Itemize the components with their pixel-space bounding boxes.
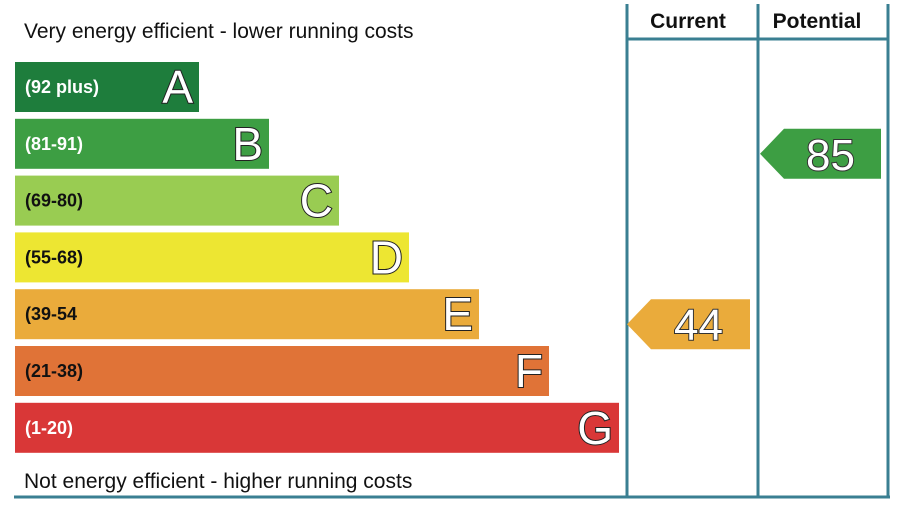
potential-rating-arrow — [760, 128, 881, 179]
potential-column-header: Potential — [773, 10, 862, 33]
band-f-range: (21-38) — [25, 361, 83, 381]
band-c-range: (69-80) — [25, 191, 83, 211]
band-d-bar — [15, 232, 409, 283]
current-column-header: Current — [650, 10, 726, 33]
band-d-letter: D — [370, 231, 403, 283]
band-b-bar — [15, 118, 269, 169]
top-caption: Very energy efficient - lower running co… — [24, 20, 413, 43]
band-e-range: (39-54 — [25, 304, 77, 324]
bottom-caption: Not energy efficient - higher running co… — [24, 470, 412, 493]
band-e-letter: E — [442, 288, 473, 340]
band-e-bar — [15, 289, 479, 340]
band-a-letter: A — [162, 61, 193, 113]
band-g-range: (1-20) — [25, 418, 73, 438]
band-g-bar — [15, 402, 619, 453]
band-g-letter: G — [577, 402, 613, 454]
band-f-letter: F — [515, 345, 543, 397]
band-c-letter: C — [300, 175, 333, 227]
rating-bands: (92 plus) A (81-91) B (69-80) C (55-68) D (39-54… — [15, 60, 619, 455]
band-a-range: (92 plus) — [25, 77, 99, 97]
potential-rating-value: 85 — [806, 131, 855, 180]
rating-markers: 44 85 — [627, 128, 881, 351]
band-a-bar — [15, 62, 199, 112]
table-frame — [14, 4, 890, 499]
current-rating-arrow — [627, 299, 750, 350]
band-b-letter: B — [232, 118, 263, 170]
band-c-bar — [15, 175, 339, 226]
band-d-range: (55-68) — [25, 247, 83, 267]
band-b-range: (81-91) — [25, 134, 83, 154]
band-f-bar — [15, 346, 549, 396]
current-rating-value: 44 — [674, 301, 723, 350]
